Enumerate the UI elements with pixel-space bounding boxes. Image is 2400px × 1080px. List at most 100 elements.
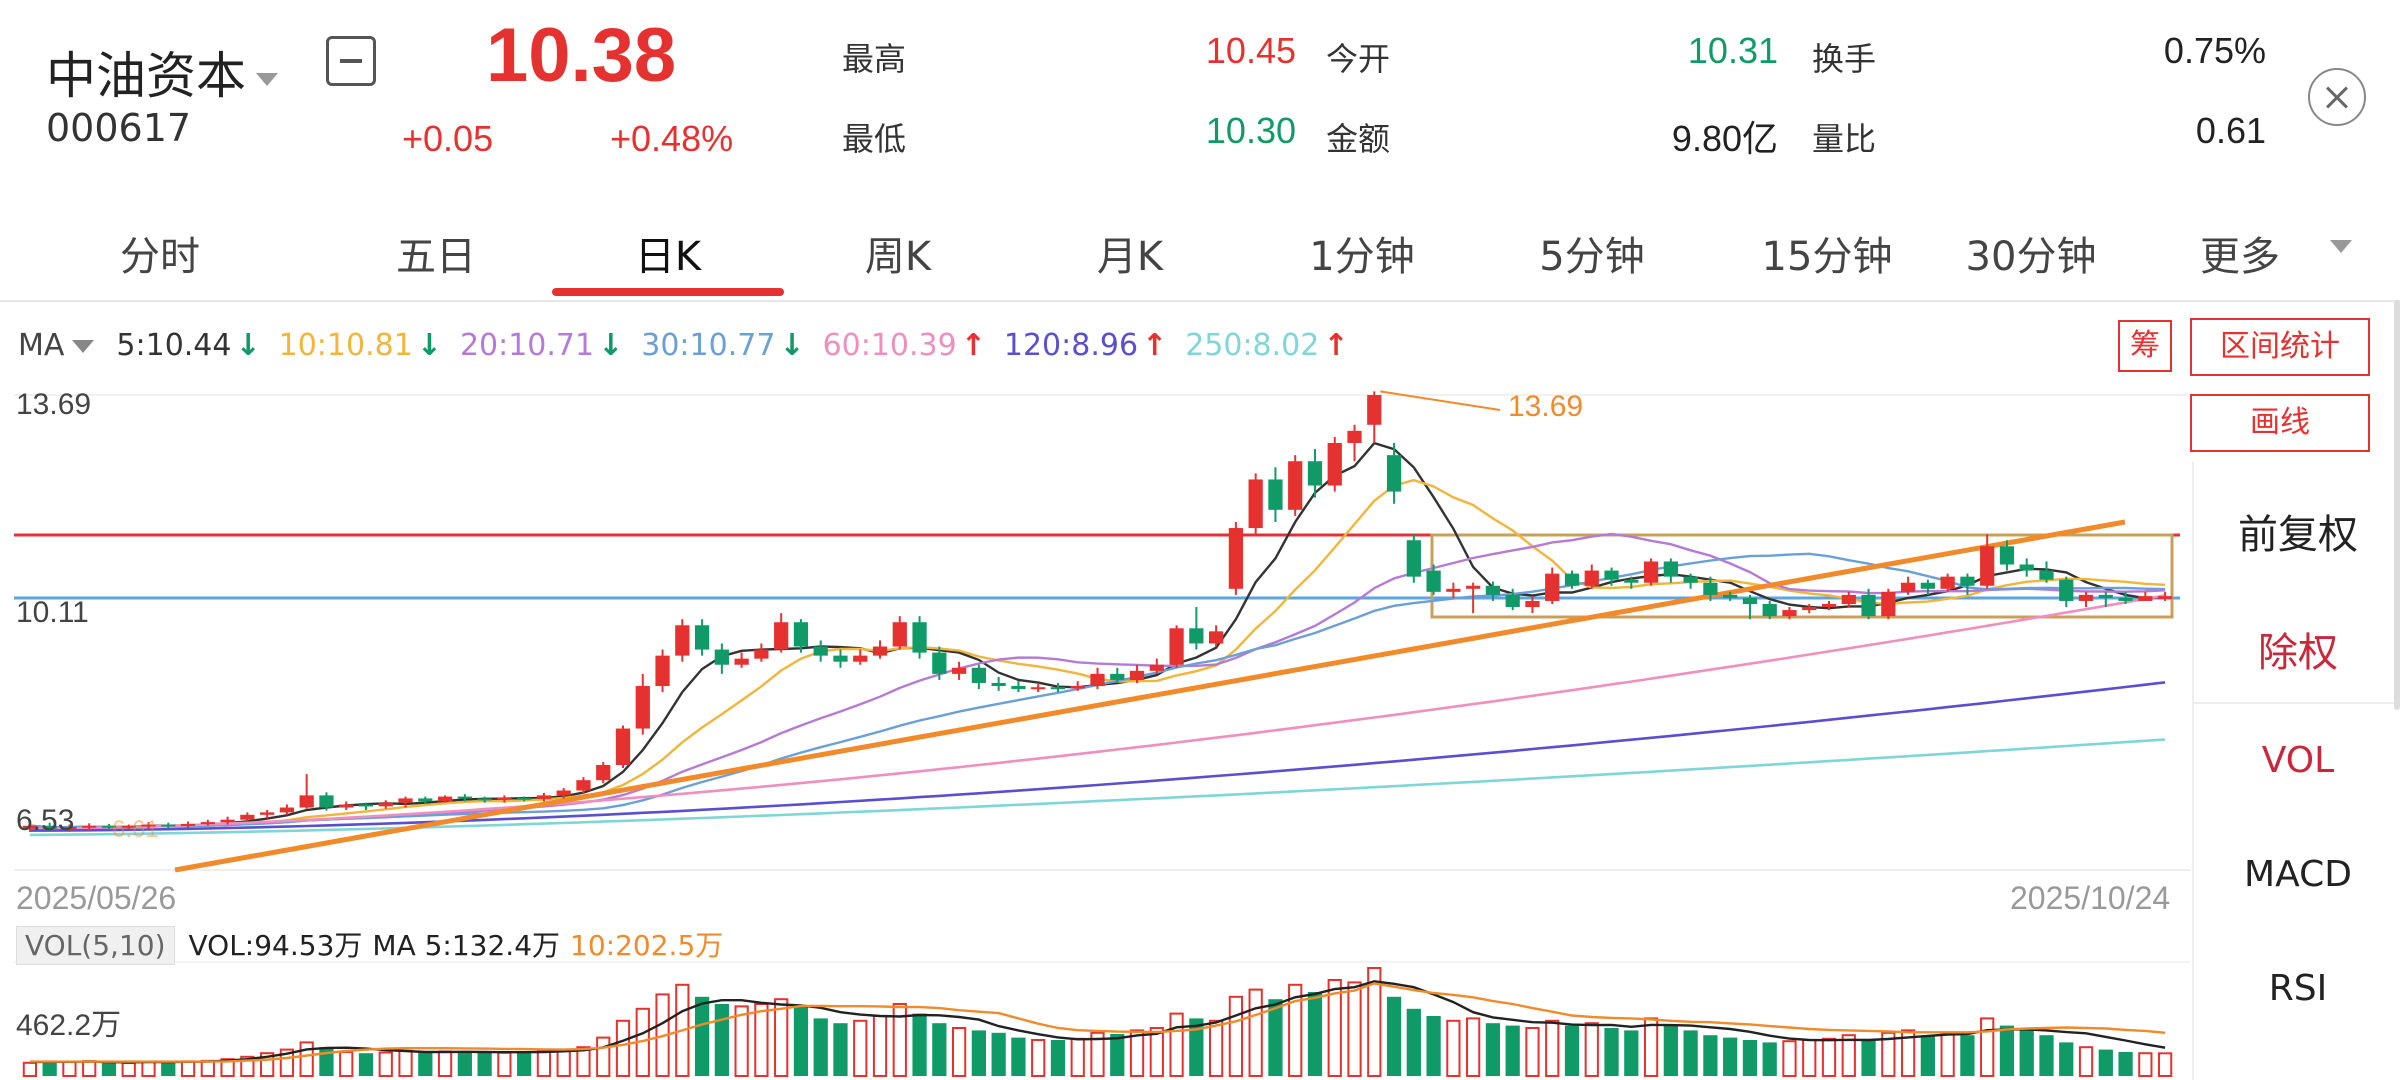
volume-bar [833, 1023, 848, 1076]
volume-bar [1545, 1019, 1560, 1077]
candle-body [1485, 585, 1501, 595]
candle-body [1525, 600, 1540, 608]
candle-body [200, 822, 215, 825]
volume-bar [161, 1062, 176, 1076]
tab-monthly-k[interactable]: 月K [1096, 234, 1164, 280]
candle-body [1011, 686, 1026, 690]
candle-body [2157, 596, 2173, 600]
peak-leader-line [1380, 390, 1501, 411]
candle-body [1347, 430, 1362, 443]
candle-body [161, 824, 176, 827]
tab-15min[interactable]: 15分钟 [1761, 234, 1893, 280]
candle-body [378, 802, 393, 807]
volume-bar [1327, 979, 1342, 1077]
volume-bar [1723, 1037, 1738, 1076]
volume-bar [932, 1023, 947, 1076]
close-icon[interactable] [2308, 68, 2366, 126]
candle-body [1920, 582, 1935, 589]
chevron-down-icon[interactable] [2330, 240, 2352, 253]
stock-name-selector[interactable]: 中油资本 [46, 36, 278, 108]
candle-body [1604, 570, 1619, 580]
candle-body [1248, 479, 1263, 529]
candle-body [180, 823, 196, 826]
volume-bar [1584, 1022, 1599, 1078]
ex-rights-option[interactable]: 除权 [2258, 630, 2338, 676]
volume-bar [220, 1058, 235, 1077]
tab-more[interactable]: 更多 [2200, 234, 2280, 280]
candle-body [2019, 564, 2034, 571]
candle-body [1367, 395, 1382, 425]
ma-label[interactable]: MA [18, 328, 65, 363]
indicator-vol[interactable]: VOL [2261, 740, 2335, 781]
scrollbar[interactable] [2394, 300, 2400, 710]
candle-body [339, 804, 354, 808]
price-change: +0.05 [402, 118, 494, 159]
indicator-rsi[interactable]: RSI [2268, 968, 2328, 1009]
volume-bar [536, 1050, 552, 1078]
ma-legend: MA 5:10.44 ↓ 10:10.81 ↓ 20:10.71 ↓ 30:10.77 ↓ 60:… [18, 328, 1385, 363]
indicator-macd[interactable]: MACD [2244, 854, 2352, 895]
chip-distribution-button[interactable]: 筹 [2118, 320, 2172, 372]
candle-body [1999, 546, 2015, 565]
volume-bar [1347, 981, 1362, 1078]
candle-body [1209, 631, 1224, 644]
candle-body [576, 780, 591, 791]
tab-five-day[interactable]: 五日 [396, 234, 476, 280]
candle-body [1426, 570, 1441, 592]
volume-bar [1169, 1012, 1184, 1077]
volume-bar [971, 1030, 986, 1076]
tab-intraday[interactable]: 分时 [120, 234, 200, 280]
candle-body [260, 812, 275, 815]
volume-bar [82, 1060, 97, 1077]
volume-bar [793, 1006, 809, 1076]
volume-bar [1090, 1031, 1105, 1078]
volume-bar [892, 1003, 907, 1077]
volume-bar [1742, 1040, 1758, 1076]
tab-1min[interactable]: 1分钟 [1309, 234, 1415, 280]
volume-bar [1920, 1035, 1935, 1076]
volume-bar [1802, 1039, 1817, 1077]
volume-bar [180, 1060, 196, 1077]
candle-body [1386, 455, 1402, 492]
chevron-down-icon [256, 73, 278, 86]
chevron-down-icon[interactable] [72, 340, 95, 353]
draw-line-button[interactable]: 画线 [2190, 394, 2370, 452]
vol-indicator-tag[interactable]: VOL(5,10) [16, 926, 175, 965]
volume-bar [418, 1052, 433, 1076]
tab-daily-k[interactable]: 日K [634, 234, 702, 280]
tab-30min[interactable]: 30分钟 [1965, 234, 2097, 280]
stat-amount-label: 金额 [1326, 120, 1391, 158]
candle-body [774, 622, 789, 650]
volume-bar [1762, 1042, 1777, 1076]
volume-bar [1683, 1030, 1698, 1076]
volume-bar [1189, 1018, 1204, 1076]
candle-body [358, 804, 374, 807]
arrow-down-icon: ↓ [416, 328, 442, 363]
candle-body [694, 625, 710, 650]
low-annotation: 6.61 [112, 816, 159, 843]
volume-bar [437, 1050, 453, 1078]
candle-body [1723, 594, 1738, 598]
candle-body [1050, 687, 1066, 690]
collapse-icon[interactable] [326, 36, 376, 86]
tab-5min[interactable]: 5分钟 [1539, 234, 1645, 280]
candle-body [1545, 573, 1560, 601]
volume-bar [1703, 1035, 1718, 1076]
forward-adjust-option[interactable]: 前复权 [2238, 512, 2358, 558]
volume-bar [1367, 967, 1382, 1077]
candle-body [892, 622, 907, 647]
last-price: 10.38 [486, 13, 677, 98]
volume-bar [1663, 1025, 1678, 1076]
range-stats-button[interactable]: 区间统计 [2190, 318, 2370, 376]
candle-body [1268, 479, 1283, 510]
volume-bar [2138, 1052, 2153, 1077]
candle-body [1466, 585, 1481, 589]
divider [2194, 702, 2400, 704]
candle-body [1584, 570, 1599, 586]
candle-body [1228, 528, 1244, 589]
tab-weekly-k[interactable]: 周K [864, 234, 932, 280]
candle-body [82, 825, 97, 828]
candle-body [1900, 582, 1916, 592]
volume-bar [2019, 1030, 2034, 1076]
